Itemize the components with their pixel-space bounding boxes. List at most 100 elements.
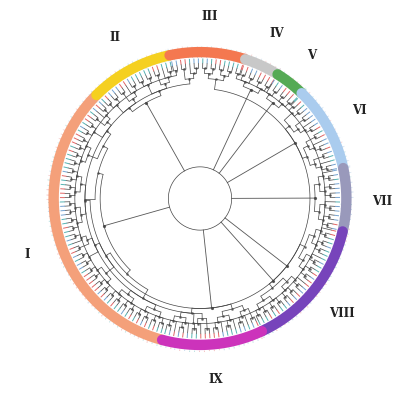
- Text: xxxxxxxxxx: xxxxxxxxxx: [72, 277, 84, 285]
- Text: xxxxxxxxxx: xxxxxxxxxx: [245, 331, 250, 344]
- Text: xxxxxxxxxx: xxxxxxxxxx: [47, 197, 59, 198]
- Text: xxxxxxxxxx: xxxxxxxxxx: [340, 206, 353, 208]
- Text: xxxxxxxxxx: xxxxxxxxxx: [148, 331, 153, 343]
- Text: xxxxxxxxxx: xxxxxxxxxx: [200, 339, 201, 352]
- Text: xxxxxxxxxx: xxxxxxxxxx: [272, 319, 279, 330]
- Text: xxxxxxxxxx: xxxxxxxxxx: [121, 319, 128, 331]
- Text: xxxxxxxxxx: xxxxxxxxxx: [47, 187, 60, 189]
- Text: xxxxxxxxxx: xxxxxxxxxx: [54, 149, 66, 154]
- Text: xxxxxxxxxx: xxxxxxxxxx: [129, 62, 135, 74]
- Text: xxxxxxxxxx: xxxxxxxxxx: [58, 141, 70, 146]
- Text: xxxxxxxxxx: xxxxxxxxxx: [276, 317, 284, 328]
- Text: xxxxxxxxxx: xxxxxxxxxx: [278, 71, 286, 82]
- Text: xxxxxxxxxx: xxxxxxxxxx: [341, 197, 353, 198]
- Text: III: III: [201, 10, 218, 23]
- Text: xxxxxxxxxx: xxxxxxxxxx: [219, 338, 221, 351]
- Text: xxxxxxxxxx: xxxxxxxxxx: [63, 262, 74, 268]
- Text: xxxxxxxxxx: xxxxxxxxxx: [260, 326, 266, 337]
- Text: xxxxxxxxxx: xxxxxxxxxx: [338, 225, 351, 228]
- Text: xxxxxxxxxx: xxxxxxxxxx: [242, 52, 247, 64]
- Text: xxxxxxxxxx: xxxxxxxxxx: [313, 107, 324, 115]
- Text: xxxxxxxxxx: xxxxxxxxxx: [214, 339, 216, 351]
- Text: xxxxxxxxxx: xxxxxxxxxx: [47, 192, 59, 194]
- Text: xxxxxxxxxx: xxxxxxxxxx: [91, 297, 100, 307]
- Text: xxxxxxxxxx: xxxxxxxxxx: [138, 328, 144, 339]
- Text: xxxxxxxxxx: xxxxxxxxxx: [330, 252, 342, 258]
- Text: xxxxxxxxxx: xxxxxxxxxx: [340, 187, 353, 189]
- Text: xxxxxxxxxx: xxxxxxxxxx: [287, 309, 295, 319]
- Text: xxxxxxxxxx: xxxxxxxxxx: [333, 244, 345, 249]
- Text: xxxxxxxxxx: xxxxxxxxxx: [323, 124, 334, 131]
- Text: xxxxxxxxxx: xxxxxxxxxx: [282, 74, 291, 85]
- Text: VI: VI: [352, 104, 366, 117]
- Text: xxxxxxxxxx: xxxxxxxxxx: [261, 60, 268, 72]
- Text: xxxxxxxxxx: xxxxxxxxxx: [340, 182, 352, 184]
- Text: xxxxxxxxxx: xxxxxxxxxx: [105, 309, 114, 320]
- Text: xxxxxxxxxx: xxxxxxxxxx: [307, 99, 318, 108]
- Text: xxxxxxxxxx: xxxxxxxxxx: [301, 92, 311, 101]
- Text: xxxxxxxxxx: xxxxxxxxxx: [116, 70, 123, 81]
- Text: VII: VII: [372, 195, 392, 208]
- Text: xxxxxxxxxx: xxxxxxxxxx: [290, 81, 299, 91]
- Text: xxxxxxxxxx: xxxxxxxxxx: [268, 321, 275, 333]
- Text: xxxxxxxxxx: xxxxxxxxxx: [310, 103, 321, 112]
- Text: xxxxxxxxxx: xxxxxxxxxx: [157, 51, 161, 64]
- Text: xxxxxxxxxx: xxxxxxxxxx: [207, 45, 208, 58]
- Text: xxxxxxxxxx: xxxxxxxxxx: [306, 290, 316, 299]
- Text: xxxxxxxxxx: xxxxxxxxxx: [243, 53, 248, 65]
- Text: xxxxxxxxxx: xxxxxxxxxx: [300, 297, 310, 306]
- Text: xxxxxxxxxx: xxxxxxxxxx: [320, 272, 331, 279]
- Text: xxxxxxxxxx: xxxxxxxxxx: [317, 276, 328, 283]
- Text: xxxxxxxxxx: xxxxxxxxxx: [96, 86, 105, 95]
- Text: xxxxxxxxxx: xxxxxxxxxx: [339, 172, 351, 175]
- Text: xxxxxxxxxx: xxxxxxxxxx: [183, 46, 185, 58]
- Text: xxxxxxxxxx: xxxxxxxxxx: [50, 168, 62, 172]
- Text: xxxxxxxxxx: xxxxxxxxxx: [297, 88, 307, 97]
- Text: xxxxxxxxxx: xxxxxxxxxx: [232, 335, 236, 348]
- Text: xxxxxxxxxx: xxxxxxxxxx: [47, 202, 59, 203]
- Text: xxxxxxxxxx: xxxxxxxxxx: [176, 337, 178, 350]
- Text: xxxxxxxxxx: xxxxxxxxxx: [325, 128, 337, 135]
- Text: xxxxxxxxxx: xxxxxxxxxx: [223, 337, 226, 350]
- Text: xxxxxxxxxx: xxxxxxxxxx: [337, 229, 350, 233]
- Text: xxxxxxxxxx: xxxxxxxxxx: [321, 119, 332, 127]
- Text: xxxxxxxxxx: xxxxxxxxxx: [142, 56, 148, 68]
- Text: VIII: VIII: [329, 306, 354, 320]
- Text: xxxxxxxxxx: xxxxxxxxxx: [47, 206, 60, 208]
- Text: xxxxxxxxxx: xxxxxxxxxx: [86, 96, 96, 105]
- Text: xxxxxxxxxx: xxxxxxxxxx: [257, 58, 263, 70]
- Text: xxxxxxxxxx: xxxxxxxxxx: [340, 211, 353, 213]
- Text: xxxxxxxxxx: xxxxxxxxxx: [339, 220, 352, 223]
- Text: xxxxxxxxxx: xxxxxxxxxx: [130, 324, 136, 335]
- Text: xxxxxxxxxx: xxxxxxxxxx: [290, 306, 299, 316]
- Text: xxxxxxxxxx: xxxxxxxxxx: [133, 60, 140, 72]
- Text: xxxxxxxxxx: xxxxxxxxxx: [314, 279, 325, 288]
- Text: xxxxxxxxxx: xxxxxxxxxx: [337, 231, 349, 235]
- Text: xxxxxxxxxx: xxxxxxxxxx: [171, 337, 174, 349]
- Text: xxxxxxxxxx: xxxxxxxxxx: [216, 46, 218, 59]
- Text: xxxxxxxxxx: xxxxxxxxxx: [341, 192, 353, 193]
- Text: xxxxxxxxxx: xxxxxxxxxx: [322, 268, 333, 276]
- Text: xxxxxxxxxx: xxxxxxxxxx: [190, 339, 192, 352]
- Text: xxxxxxxxxx: xxxxxxxxxx: [202, 45, 204, 58]
- Text: xxxxxxxxxx: xxxxxxxxxx: [258, 326, 264, 338]
- Text: xxxxxxxxxx: xxxxxxxxxx: [126, 322, 132, 333]
- Text: xxxxxxxxxx: xxxxxxxxxx: [205, 339, 206, 352]
- Text: xxxxxxxxxx: xxxxxxxxxx: [250, 330, 255, 342]
- Text: xxxxxxxxxx: xxxxxxxxxx: [82, 99, 93, 108]
- Text: I: I: [24, 248, 30, 261]
- Text: xxxxxxxxxx: xxxxxxxxxx: [59, 253, 71, 259]
- Text: xxxxxxxxxx: xxxxxxxxxx: [225, 48, 228, 60]
- Text: xxxxxxxxxx: xxxxxxxxxx: [48, 219, 61, 222]
- Text: xxxxxxxxxx: xxxxxxxxxx: [326, 260, 338, 267]
- Text: xxxxxxxxxx: xxxxxxxxxx: [60, 136, 72, 142]
- Text: xxxxxxxxxx: xxxxxxxxxx: [94, 301, 104, 310]
- Text: xxxxxxxxxx: xxxxxxxxxx: [98, 304, 107, 314]
- Text: xxxxxxxxxx: xxxxxxxxxx: [54, 241, 66, 246]
- Text: IX: IX: [208, 373, 223, 386]
- Text: xxxxxxxxxx: xxxxxxxxxx: [68, 119, 80, 126]
- Text: xxxxxxxxxx: xxxxxxxxxx: [195, 339, 197, 352]
- Text: xxxxxxxxxx: xxxxxxxxxx: [161, 335, 165, 347]
- Text: xxxxxxxxxx: xxxxxxxxxx: [241, 333, 246, 345]
- Text: xxxxxxxxxx: xxxxxxxxxx: [70, 273, 81, 281]
